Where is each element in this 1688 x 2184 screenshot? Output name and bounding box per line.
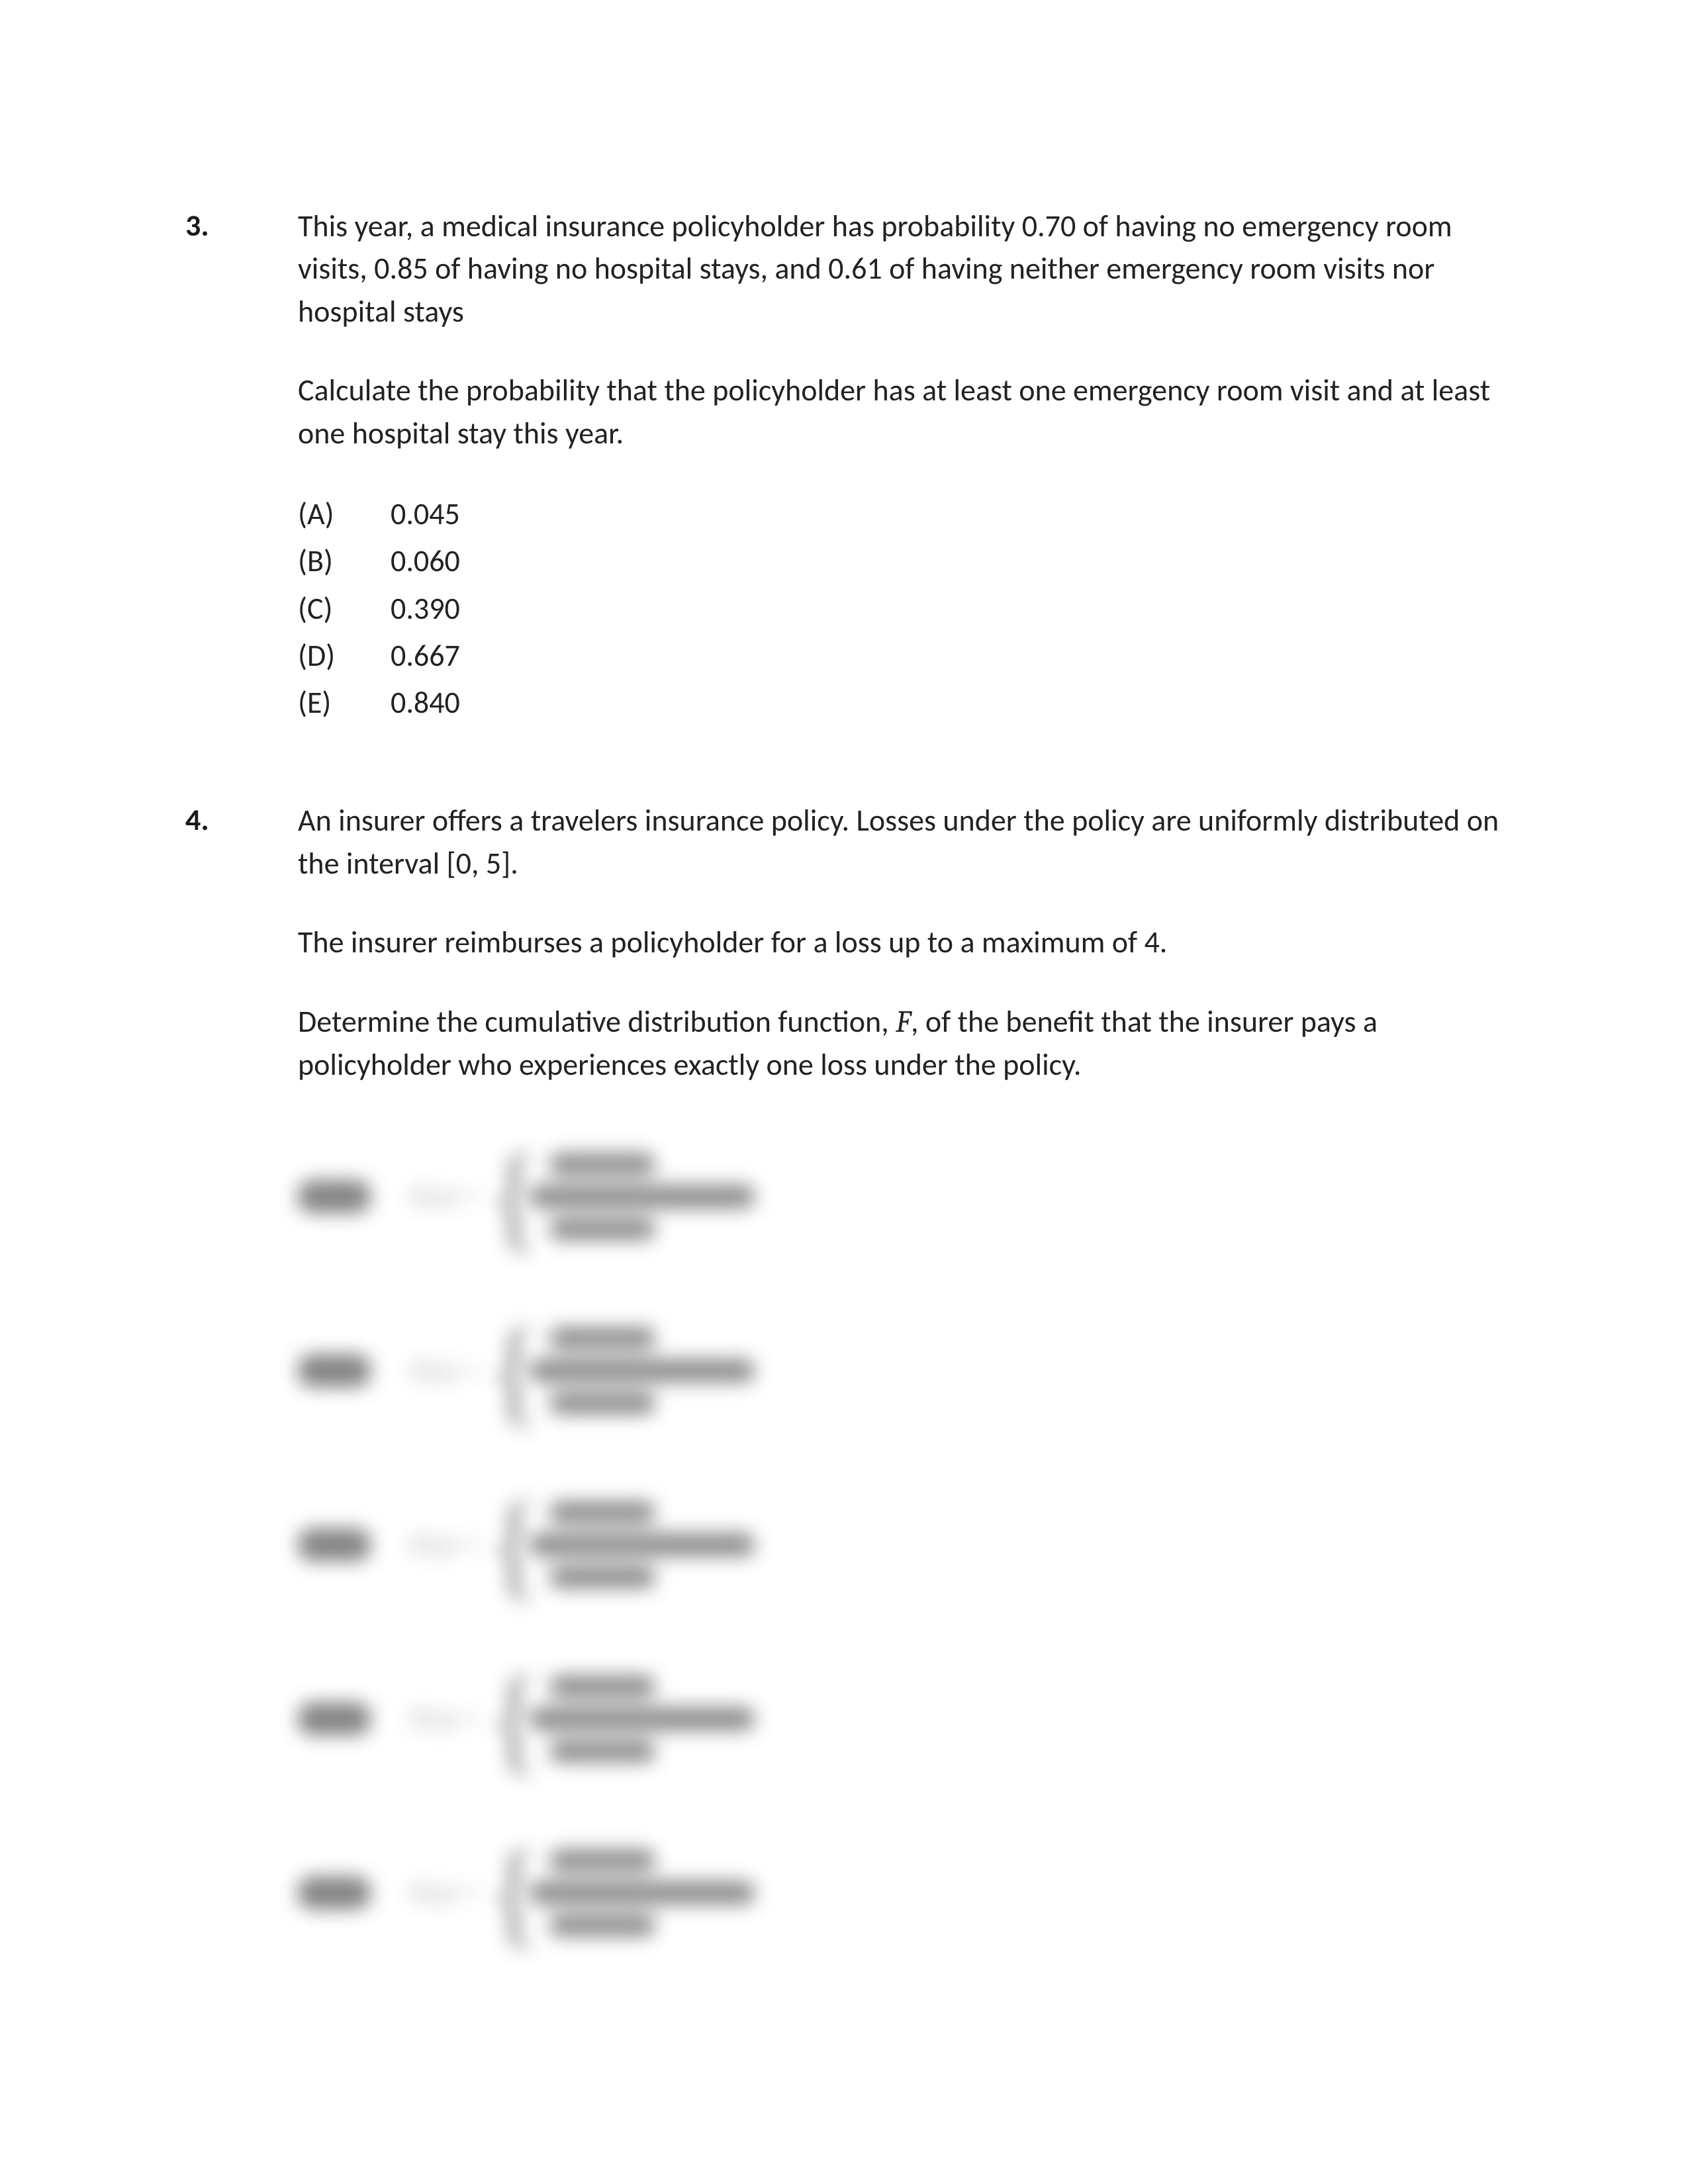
choice-letter: (D) bbox=[298, 633, 391, 680]
choice-letter: (E) bbox=[298, 680, 391, 727]
blurred-choice: F(x) = { bbox=[298, 1320, 794, 1421]
blurred-choice: F(x) = { bbox=[298, 1842, 794, 1943]
blurred-line bbox=[549, 1327, 655, 1349]
blurred-line bbox=[549, 1740, 655, 1762]
blurred-line bbox=[549, 1675, 655, 1698]
choice-letter: (A) bbox=[298, 491, 391, 538]
choice-value: 0.390 bbox=[391, 586, 1503, 633]
blurred-answer-choices: F(x) = { F(x) = { bbox=[298, 1146, 794, 1943]
answer-choice: (D) 0.667 bbox=[298, 633, 1503, 680]
question-paragraph: This year, a medical insurance policyhol… bbox=[298, 205, 1503, 333]
answer-choice: (A) 0.045 bbox=[298, 491, 1503, 538]
blurred-piecewise: F(x) = { bbox=[410, 1842, 755, 1943]
blurred-piecewise: F(x) = { bbox=[410, 1494, 755, 1595]
blurred-choice: F(x) = { bbox=[298, 1494, 794, 1595]
blurred-line bbox=[549, 1153, 655, 1175]
question-3: 3. This year, a medical insurance policy… bbox=[185, 205, 1503, 727]
blurred-choice-letter bbox=[298, 1354, 371, 1387]
blurred-line bbox=[530, 1359, 755, 1383]
choice-value: 0.045 bbox=[391, 491, 1503, 538]
blurred-choice-letter bbox=[298, 1876, 371, 1909]
blurred-choice: F(x) = { bbox=[298, 1146, 794, 1247]
prompt-prefix: Determine the cumulative distribution fu… bbox=[298, 1003, 896, 1040]
question-body: This year, a medical insurance policyhol… bbox=[298, 205, 1503, 727]
blurred-piecewise: F(x) = { bbox=[410, 1146, 755, 1247]
blurred-line bbox=[549, 1914, 655, 1936]
answer-choices: (A) 0.045 (B) 0.060 (C) 0.390 (D) 0.667 … bbox=[298, 491, 1503, 727]
question-prompt: Determine the cumulative distribution fu… bbox=[298, 1001, 1503, 1087]
blurred-piecewise: F(x) = { bbox=[410, 1668, 755, 1769]
blurred-choice-letter bbox=[298, 1528, 371, 1561]
blurred-line bbox=[549, 1218, 655, 1240]
choice-value: 0.060 bbox=[391, 538, 1503, 585]
choice-value: 0.667 bbox=[391, 633, 1503, 680]
answer-choice: (B) 0.060 bbox=[298, 538, 1503, 585]
question-paragraph: Calculate the probability that the polic… bbox=[298, 369, 1503, 455]
question-body: An insurer offers a travelers insurance … bbox=[298, 799, 1503, 2016]
blurred-line bbox=[530, 1707, 755, 1731]
choice-value: 0.840 bbox=[391, 680, 1503, 727]
blurred-line bbox=[549, 1566, 655, 1588]
choice-letter: (B) bbox=[298, 538, 391, 585]
choice-letter: (C) bbox=[298, 586, 391, 633]
blurred-choice-letter bbox=[298, 1180, 371, 1213]
blurred-choice: F(x) = { bbox=[298, 1668, 794, 1769]
blurred-line bbox=[530, 1185, 755, 1208]
answer-choice: (C) 0.390 bbox=[298, 586, 1503, 633]
answer-choice: (E) 0.840 bbox=[298, 680, 1503, 727]
blurred-line bbox=[549, 1501, 655, 1524]
prompt-variable: F bbox=[896, 1005, 911, 1040]
document-page: 3. This year, a medical insurance policy… bbox=[0, 0, 1688, 2184]
question-number: 3. bbox=[185, 205, 298, 246]
blurred-line bbox=[530, 1881, 755, 1905]
blurred-line bbox=[549, 1392, 655, 1414]
blurred-piecewise: F(x) = { bbox=[410, 1320, 755, 1421]
question-number: 4. bbox=[185, 799, 298, 841]
blurred-line bbox=[530, 1533, 755, 1557]
blurred-line bbox=[549, 1849, 655, 1872]
blurred-choice-letter bbox=[298, 1702, 371, 1735]
question-paragraph: The insurer reimburses a policyholder fo… bbox=[298, 921, 1503, 964]
question-paragraph: An insurer offers a travelers insurance … bbox=[298, 799, 1503, 885]
question-4: 4. An insurer offers a travelers insuran… bbox=[185, 799, 1503, 2016]
